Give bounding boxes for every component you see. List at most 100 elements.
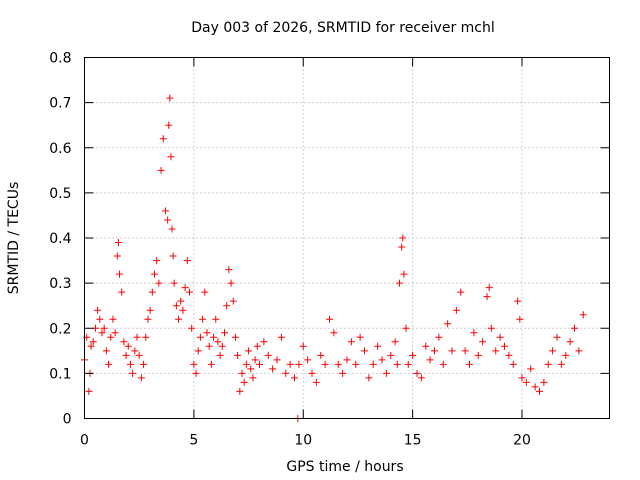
data-point bbox=[343, 356, 351, 364]
y-tick-label: 0 bbox=[63, 412, 72, 428]
data-point bbox=[356, 333, 364, 341]
data-point bbox=[273, 356, 281, 364]
data-point bbox=[107, 333, 115, 341]
data-point bbox=[369, 360, 377, 368]
data-point bbox=[487, 324, 495, 332]
data-point bbox=[295, 360, 303, 368]
data-point bbox=[214, 338, 222, 346]
data-point bbox=[253, 342, 261, 350]
data-point bbox=[393, 360, 401, 368]
data-point bbox=[105, 360, 113, 368]
data-point bbox=[168, 225, 176, 233]
data-point bbox=[192, 369, 200, 377]
data-point bbox=[457, 288, 465, 296]
data-point bbox=[378, 356, 386, 364]
data-point bbox=[483, 293, 491, 301]
y-tick-label: 0.6 bbox=[49, 141, 71, 157]
data-point bbox=[96, 315, 104, 323]
data-point bbox=[382, 369, 390, 377]
data-point bbox=[122, 351, 130, 359]
data-point bbox=[129, 369, 137, 377]
y-tick-label: 0.2 bbox=[49, 321, 71, 337]
data-point bbox=[304, 356, 312, 364]
data-point bbox=[321, 360, 329, 368]
data-point bbox=[216, 351, 224, 359]
data-point bbox=[135, 351, 143, 359]
data-point bbox=[317, 351, 325, 359]
x-tick-label: 5 bbox=[189, 433, 198, 449]
data-point bbox=[155, 279, 163, 287]
data-point bbox=[146, 306, 154, 314]
plot-frame bbox=[84, 57, 610, 419]
data-point bbox=[549, 347, 557, 355]
data-point bbox=[579, 311, 587, 319]
data-point bbox=[575, 347, 583, 355]
data-point bbox=[212, 315, 220, 323]
data-point bbox=[536, 387, 543, 395]
data-point bbox=[474, 351, 482, 359]
data-point bbox=[562, 351, 570, 359]
data-point bbox=[183, 257, 191, 265]
data-point bbox=[291, 374, 298, 382]
data-point bbox=[448, 347, 456, 355]
y-tick-label: 0.7 bbox=[49, 96, 71, 112]
data-point bbox=[227, 279, 235, 287]
data-point bbox=[205, 342, 213, 350]
data-point bbox=[247, 365, 255, 373]
data-point bbox=[190, 360, 198, 368]
data-point bbox=[426, 356, 434, 364]
x-tick-label: 0 bbox=[80, 433, 89, 449]
data-point bbox=[151, 270, 158, 278]
data-point bbox=[540, 378, 548, 386]
data-point bbox=[422, 342, 430, 350]
data-point bbox=[557, 360, 565, 368]
data-point bbox=[260, 338, 268, 346]
data-point bbox=[256, 360, 263, 368]
data-point bbox=[435, 333, 443, 341]
data-point bbox=[179, 306, 187, 314]
y-axis-label: SRMTID / TECUs bbox=[6, 182, 22, 295]
data-point bbox=[308, 369, 316, 377]
data-point bbox=[98, 329, 106, 337]
data-point bbox=[126, 360, 134, 368]
y-tick-label: 0.3 bbox=[49, 276, 71, 292]
data-point bbox=[148, 288, 156, 296]
data-point bbox=[505, 351, 513, 359]
data-point bbox=[444, 320, 452, 328]
data-point bbox=[396, 279, 403, 287]
data-point bbox=[566, 338, 574, 346]
data-point bbox=[249, 374, 257, 382]
data-point bbox=[199, 315, 207, 323]
data-point bbox=[240, 378, 248, 386]
data-point bbox=[516, 315, 524, 323]
data-point bbox=[166, 94, 174, 102]
data-point bbox=[165, 121, 173, 129]
data-point bbox=[100, 324, 108, 332]
data-point bbox=[194, 347, 202, 355]
data-point bbox=[207, 360, 215, 368]
data-point bbox=[470, 329, 478, 337]
data-point bbox=[223, 302, 231, 310]
data-point bbox=[133, 333, 141, 341]
data-point bbox=[522, 378, 530, 386]
data-point bbox=[201, 288, 209, 296]
data-point bbox=[137, 374, 145, 382]
data-point bbox=[236, 387, 244, 395]
data-point bbox=[177, 297, 185, 305]
data-point bbox=[461, 347, 469, 355]
data-point bbox=[85, 387, 93, 395]
data-point bbox=[299, 342, 307, 350]
data-point bbox=[164, 216, 172, 224]
data-point bbox=[264, 351, 272, 359]
data-point bbox=[210, 333, 218, 341]
data-point bbox=[514, 297, 522, 305]
data-point bbox=[404, 360, 412, 368]
data-point bbox=[326, 315, 333, 323]
data-point bbox=[334, 360, 342, 368]
data-point bbox=[361, 347, 368, 355]
data-point bbox=[116, 270, 123, 278]
data-point bbox=[142, 333, 150, 341]
data-point bbox=[452, 306, 460, 314]
data-point bbox=[269, 365, 277, 373]
